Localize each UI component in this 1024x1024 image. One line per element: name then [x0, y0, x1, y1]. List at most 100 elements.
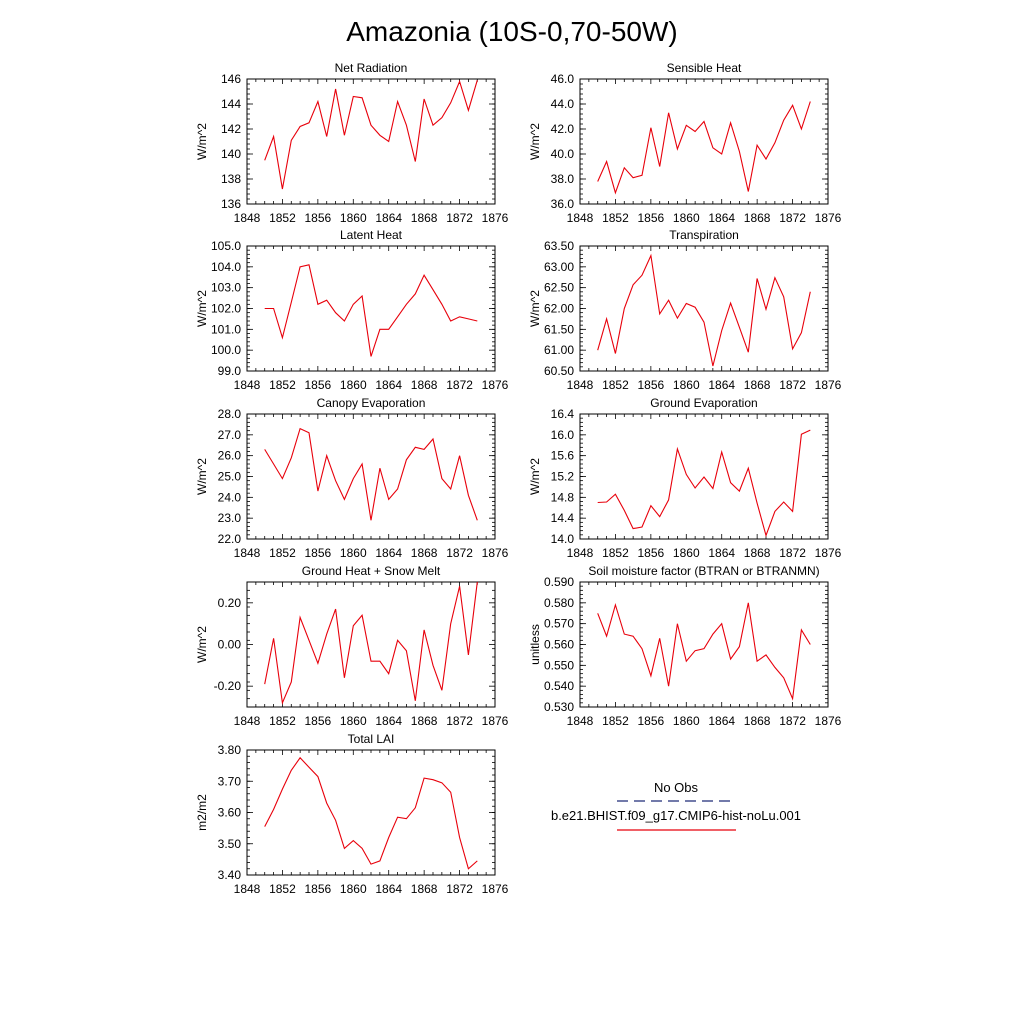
- panel-title: Sensible Heat: [667, 61, 742, 75]
- y-tick-label: 23.0: [218, 511, 242, 525]
- x-tick-label: 1856: [638, 714, 665, 728]
- x-tick-label: 1864: [375, 546, 402, 560]
- series-line: [264, 427, 478, 521]
- y-tick-label: 42.0: [551, 122, 575, 136]
- chart-panel: Net Radiation 1848 1852 1856 1860 1864 1868 187…: [195, 61, 509, 225]
- y-axis-label: W/m^2: [195, 123, 209, 160]
- x-tick-label: 1868: [411, 714, 438, 728]
- x-tick-label: 1876: [815, 546, 842, 560]
- x-tick-label: 1856: [638, 211, 665, 225]
- y-tick-label: 38.0: [551, 172, 575, 186]
- y-tick-label: 0.560: [544, 638, 574, 652]
- series-line: [264, 264, 478, 357]
- x-tick-label: 1876: [482, 211, 509, 225]
- y-tick-label: 3.50: [218, 837, 242, 851]
- y-tick-label: 105.0: [211, 239, 241, 253]
- panel-title: Total LAI: [348, 732, 395, 746]
- y-tick-label: 136: [221, 197, 241, 211]
- panel-title: Transpiration: [669, 228, 739, 242]
- y-axis-label: W/m^2: [195, 458, 209, 495]
- x-tick-label: 1864: [708, 546, 735, 560]
- x-tick-label: 1864: [708, 211, 735, 225]
- y-tick-label: 99.0: [218, 364, 242, 378]
- x-tick-label: 1864: [375, 378, 402, 392]
- y-tick-label: 22.0: [218, 532, 242, 546]
- x-tick-label: 1848: [234, 546, 261, 560]
- plot-frame: [246, 245, 496, 372]
- legend-model-label: b.e21.BHIST.f09_g17.CMIP6-hist-noLu.001: [551, 808, 801, 823]
- x-tick-label: 1868: [744, 546, 771, 560]
- x-tick-label: 1848: [234, 378, 261, 392]
- x-tick-label: 1852: [269, 882, 296, 896]
- y-tick-label: 3.70: [218, 774, 242, 788]
- x-tick-label: 1872: [446, 211, 473, 225]
- x-tick-label: 1852: [602, 714, 629, 728]
- x-tick-label: 1848: [234, 211, 261, 225]
- y-tick-label: 62.00: [544, 302, 574, 316]
- x-tick-label: 1856: [638, 378, 665, 392]
- x-tick-label: 1864: [375, 714, 402, 728]
- x-tick-label: 1856: [305, 211, 332, 225]
- x-tick-label: 1856: [305, 882, 332, 896]
- y-tick-label: 3.60: [218, 806, 242, 820]
- y-axis-label: W/m^2: [528, 458, 542, 495]
- y-tick-label: 14.8: [551, 490, 575, 504]
- y-tick-label: 0.550: [544, 658, 574, 672]
- plot-frame: [579, 581, 829, 708]
- y-tick-label: 46.0: [551, 72, 575, 86]
- legend-obs-label: No Obs: [654, 780, 699, 795]
- x-tick-label: 1872: [779, 714, 806, 728]
- y-tick-label: 63.50: [544, 239, 574, 253]
- x-tick-label: 1856: [638, 546, 665, 560]
- plot-frame: [246, 78, 496, 205]
- y-tick-label: 60.50: [544, 364, 574, 378]
- y-tick-label: 16.0: [551, 428, 575, 442]
- panel-title: Net Radiation: [335, 61, 408, 75]
- y-tick-label: 63.00: [544, 260, 574, 274]
- y-tick-label: 62.50: [544, 281, 574, 295]
- x-tick-label: 1876: [482, 714, 509, 728]
- panel-title: Canopy Evaporation: [317, 396, 426, 410]
- x-tick-label: 1872: [779, 211, 806, 225]
- y-tick-label: 27.0: [218, 428, 242, 442]
- y-axis-label: W/m^2: [195, 626, 209, 663]
- y-tick-label: 138: [221, 172, 241, 186]
- y-axis-label: W/m^2: [528, 123, 542, 160]
- x-tick-label: 1852: [602, 378, 629, 392]
- x-tick-label: 1860: [340, 546, 367, 560]
- x-tick-label: 1848: [567, 714, 594, 728]
- x-tick-label: 1864: [708, 714, 735, 728]
- y-tick-label: 100.0: [211, 343, 241, 357]
- x-tick-label: 1876: [815, 378, 842, 392]
- x-tick-label: 1852: [269, 546, 296, 560]
- x-tick-label: 1864: [375, 211, 402, 225]
- chart-panel: Sensible Heat 1848 1852 1856 1860 1864 1868 187…: [528, 61, 842, 225]
- y-tick-label: 146: [221, 72, 241, 86]
- x-tick-label: 1848: [234, 882, 261, 896]
- y-tick-label: 40.0: [551, 147, 575, 161]
- y-tick-label: 14.4: [551, 511, 575, 525]
- x-tick-label: 1856: [305, 378, 332, 392]
- chart-panel: Transpiration 1848 1852 1856 1860 1864 1868 187…: [528, 228, 842, 392]
- y-tick-label: 14.0: [551, 532, 575, 546]
- y-axis-label: W/m^2: [195, 290, 209, 327]
- y-tick-label: 0.580: [544, 596, 574, 610]
- legend: No Obs b.e21.BHIST.f09_g17.CMIP6-hist-no…: [551, 780, 801, 831]
- panels: Net Radiation 1848 1852 1856 1860 1864 1868 187…: [195, 61, 842, 896]
- x-tick-label: 1860: [673, 546, 700, 560]
- x-tick-label: 1860: [340, 714, 367, 728]
- y-tick-label: 28.0: [218, 407, 242, 421]
- chart-panel: Soil moisture factor (BTRAN or BTRANMN) 1…: [528, 564, 842, 728]
- y-tick-label: 140: [221, 147, 241, 161]
- x-tick-label: 1872: [779, 378, 806, 392]
- y-tick-label: 61.50: [544, 322, 574, 336]
- x-tick-label: 1872: [446, 714, 473, 728]
- x-tick-label: 1852: [269, 714, 296, 728]
- chart-panel: Ground Evaporation 1848 1852 1856 1860 1864 18…: [528, 396, 842, 560]
- x-tick-label: 1876: [482, 882, 509, 896]
- x-tick-label: 1876: [482, 546, 509, 560]
- y-tick-label: 101.0: [211, 322, 241, 336]
- y-tick-label: 142: [221, 122, 241, 136]
- x-tick-label: 1852: [602, 546, 629, 560]
- x-tick-label: 1852: [269, 378, 296, 392]
